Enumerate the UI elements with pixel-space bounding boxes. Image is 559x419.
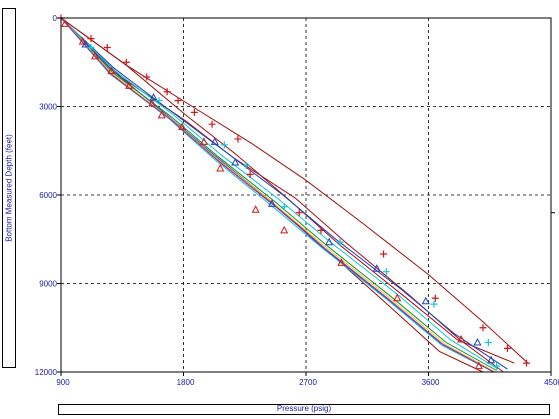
triangle-marker	[199, 137, 208, 145]
plus-marker	[479, 324, 487, 332]
triangle-marker	[267, 199, 277, 207]
y-tick-label: 0	[53, 14, 58, 23]
triangle-marker	[107, 66, 116, 75]
y-axis-label-box: Bottom Measured Depth (feet)	[2, 8, 16, 368]
x-tick-label: 3600	[422, 378, 440, 387]
plus-marker	[143, 73, 151, 81]
plus-marker	[246, 170, 254, 178]
plus-marker	[484, 339, 492, 346]
triangle-marker	[393, 293, 402, 302]
x-tick-label: 900	[56, 378, 70, 387]
triangle-marker	[149, 93, 158, 101]
triangle-marker	[421, 296, 430, 305]
series-line	[60, 17, 495, 373]
plus-marker	[382, 268, 390, 276]
triangle-marker	[61, 19, 70, 27]
plus-marker	[87, 44, 95, 51]
triangle-marker	[178, 122, 187, 131]
triangle-marker	[216, 163, 225, 172]
plus-marker	[336, 238, 344, 246]
triangle-marker	[148, 98, 157, 107]
series-line	[60, 17, 508, 370]
y-tick-label: 3000	[39, 103, 57, 112]
triangle-marker	[372, 264, 381, 272]
series-line	[60, 17, 499, 370]
series-line	[60, 17, 515, 364]
triangle-marker	[125, 81, 134, 89]
y-tick-label: 9000	[39, 280, 57, 289]
y-tick-label: 6000	[39, 191, 57, 200]
plus-marker	[295, 209, 303, 217]
plus-marker	[122, 58, 130, 66]
triangle-marker	[487, 355, 496, 364]
triangle-marker	[474, 361, 483, 370]
triangle-marker	[251, 205, 260, 213]
series-line	[60, 17, 497, 371]
plus-marker	[163, 88, 171, 96]
plus-marker	[503, 344, 511, 352]
markers	[57, 14, 530, 370]
plus-marker	[242, 162, 250, 169]
plus-marker	[155, 97, 163, 105]
plus-marker	[493, 362, 501, 370]
triangle-marker	[210, 137, 219, 145]
plus-marker	[190, 108, 198, 116]
triangle-marker	[90, 51, 100, 60]
plus-marker	[234, 135, 242, 143]
plus-marker	[380, 250, 388, 258]
plus-marker	[208, 120, 216, 128]
triangle-marker	[337, 258, 346, 266]
triangle-marker	[473, 337, 482, 346]
x-tick-label: 2700	[299, 378, 317, 387]
plus-marker	[220, 141, 228, 149]
plus-marker	[430, 300, 438, 308]
plus-marker	[103, 44, 111, 51]
triangle-marker	[325, 237, 334, 246]
triangle-marker	[81, 39, 90, 48]
gridlines	[61, 18, 551, 372]
y-tick-label: 12000	[35, 368, 58, 377]
x-tick-label: 1800	[177, 378, 195, 387]
x-axis-label: Pressure (psig)	[276, 404, 332, 413]
plus-marker	[431, 294, 439, 302]
plus-marker	[280, 203, 288, 211]
x-axis-label-box: Pressure (psig)	[58, 404, 550, 415]
plus-marker	[87, 35, 95, 43]
plus-marker	[317, 226, 325, 234]
plus-marker	[174, 97, 182, 105]
triangle-marker	[231, 157, 240, 166]
series-line	[60, 17, 529, 364]
triangle-marker	[280, 225, 289, 234]
triangle-marker	[457, 334, 466, 343]
plus-marker	[523, 359, 530, 367]
triangle-marker	[157, 110, 166, 119]
triangle-marker	[78, 37, 87, 45]
